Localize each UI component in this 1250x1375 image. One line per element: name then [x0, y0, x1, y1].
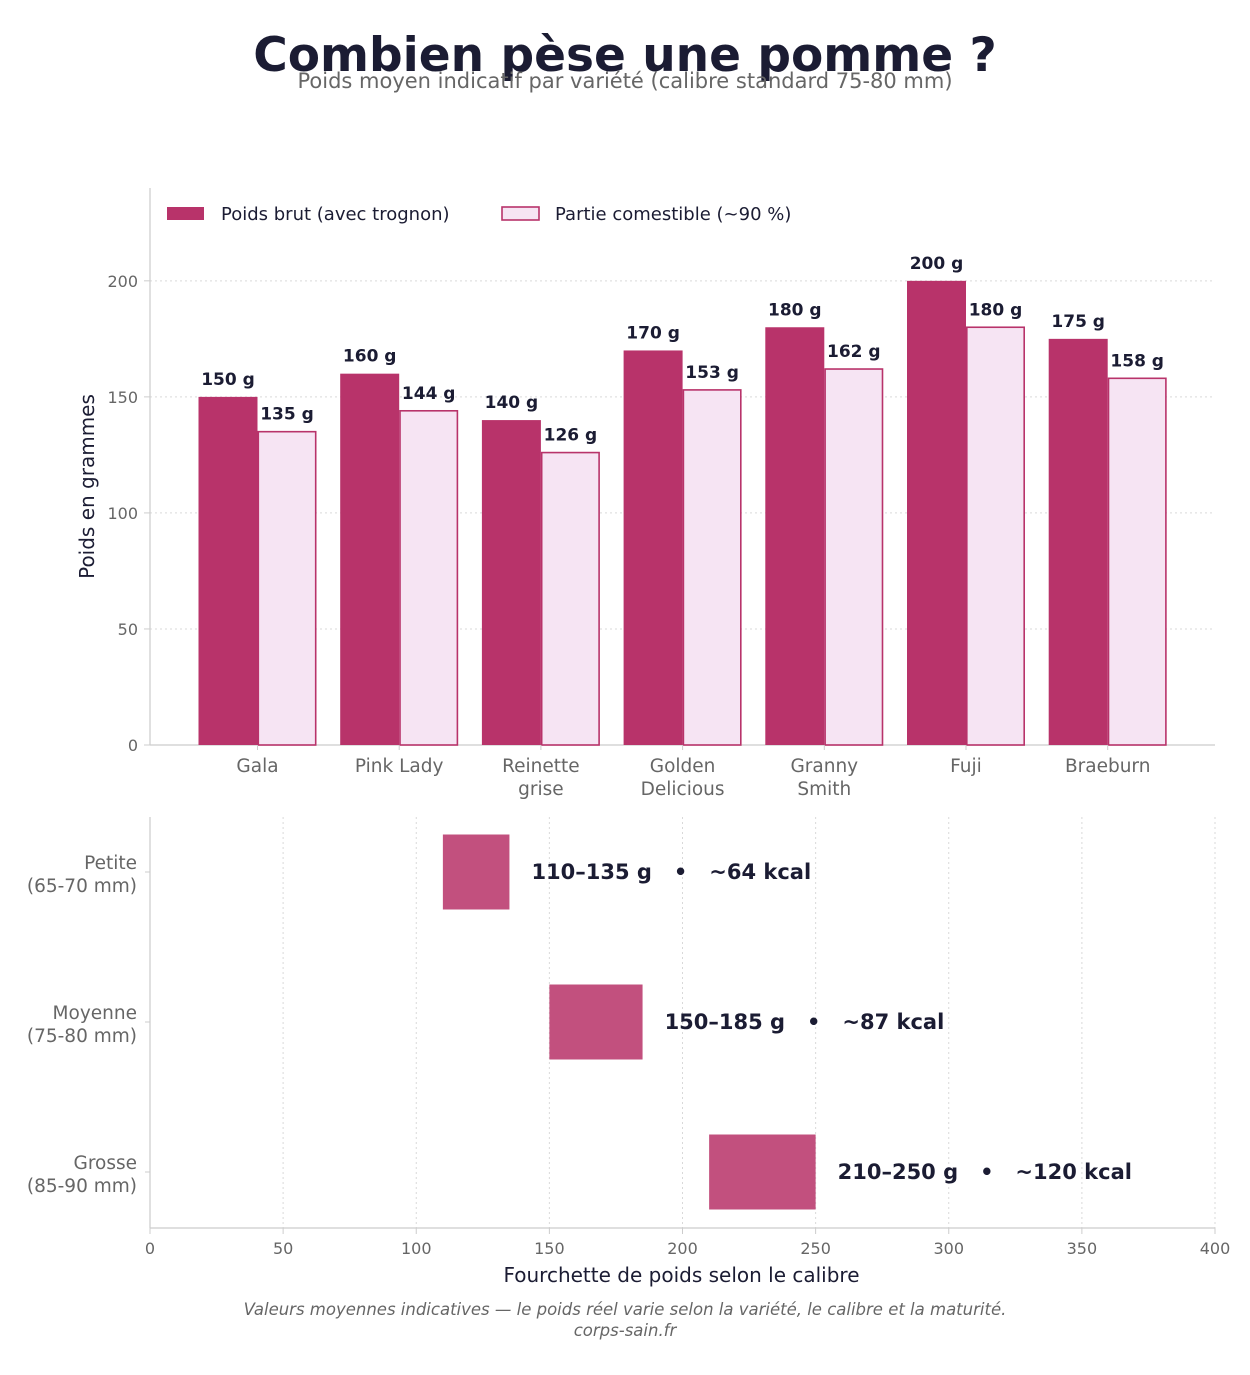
bar-gross-weight — [1048, 338, 1108, 745]
x-tick-label: 200 — [667, 1239, 698, 1258]
range-label: 110–135 g • ~64 kcal — [531, 860, 811, 884]
x-tick-label: Granny Smith — [790, 756, 858, 800]
x-tick-label: Golden Delicious — [641, 756, 725, 800]
x-tick-label: 50 — [273, 1239, 293, 1258]
x-tick-label: 400 — [1200, 1239, 1231, 1258]
y-tick-label: 100 — [107, 504, 138, 523]
data-label-edible: 135 g — [260, 405, 314, 425]
bar-gross-weight — [907, 280, 966, 745]
x-tick-label: 300 — [933, 1239, 964, 1258]
bar-gross-weight — [198, 396, 258, 745]
chart-subtitle: Poids moyen indicatif par variété (calib… — [297, 69, 953, 93]
bar-gross-weight — [765, 327, 825, 745]
x-tick-label: Pink Lady — [355, 756, 444, 777]
data-label-gross: 200 g — [910, 254, 964, 274]
y-tick-label: 50 — [118, 620, 138, 639]
bar-gross-weight — [623, 350, 683, 745]
source-credit: corps-sain.fr — [573, 1321, 677, 1340]
y-category-label: Petite (65-70 mm) — [27, 853, 137, 897]
y-tick-label: 200 — [107, 272, 138, 291]
bar-edible-weight — [399, 409, 459, 746]
legend-label-gross: Poids brut (avec trognon) — [221, 204, 450, 225]
data-label-gross: 150 g — [201, 370, 255, 390]
y-category-label: Grosse (85-90 mm) — [27, 1153, 137, 1197]
legend-swatch-gross — [167, 207, 204, 220]
x-tick-label: 0 — [145, 1239, 155, 1258]
data-label-gross: 175 g — [1051, 312, 1105, 332]
legend-swatch-edible — [501, 206, 540, 221]
data-label-edible: 158 g — [1110, 351, 1164, 371]
data-label-edible: 126 g — [544, 426, 598, 446]
range-bar — [549, 984, 643, 1060]
data-label-gross: 170 g — [626, 323, 680, 343]
range-label: 210–250 g • ~120 kcal — [838, 1160, 1132, 1184]
x-tick-label: Gala — [236, 756, 278, 777]
data-label-edible: 153 g — [685, 363, 739, 383]
x-tick-label: 150 — [534, 1239, 565, 1258]
caliber-range-chart: 0 50 100 150 200 250 300 350 400 Fourchette de po… — [27, 817, 1231, 1287]
y-axis-label: Poids en grammes — [75, 394, 99, 579]
range-label: 150–185 g • ~87 kcal — [665, 1010, 945, 1034]
bar-edible-weight — [257, 430, 317, 746]
data-label-edible: 144 g — [402, 384, 456, 404]
bar-edible-weight — [682, 389, 742, 746]
data-label-edible: 162 g — [827, 342, 881, 362]
x-tick-label: Fuji — [950, 756, 982, 777]
x-axis-label: Fourchette de poids selon le calibre — [503, 1263, 859, 1287]
range-bar — [709, 1134, 816, 1210]
y-tick-label: 150 — [107, 388, 138, 407]
legend-label-edible: Partie comestible (~90 %) — [555, 204, 791, 225]
data-label-gross: 160 g — [343, 347, 397, 367]
bar-edible-weight — [965, 326, 1025, 746]
x-tick-label: Braeburn — [1065, 756, 1151, 777]
y-tick-label: 0 — [128, 736, 138, 755]
footnote: Valeurs moyennes indicatives — le poids … — [243, 1300, 1007, 1319]
bar-edible-weight — [1107, 377, 1167, 746]
bar-edible-weight — [540, 451, 600, 746]
data-label-gross: 180 g — [768, 300, 822, 320]
data-label-edible: 180 g — [969, 300, 1023, 320]
x-tick-label: 250 — [800, 1239, 831, 1258]
y-category-label: Moyenne (75-80 mm) — [27, 1003, 137, 1047]
x-tick-label: 350 — [1067, 1239, 1098, 1258]
bar-gross-weight — [481, 420, 541, 745]
chart-title: Combien pèse une pomme ? — [253, 28, 997, 83]
range-bar — [442, 834, 510, 910]
bar-edible-weight — [824, 368, 884, 746]
bar-gross-weight — [340, 373, 400, 745]
x-tick-label: Reinette grise — [502, 756, 580, 800]
data-label-gross: 140 g — [485, 393, 539, 413]
x-tick-label: 100 — [401, 1239, 432, 1258]
